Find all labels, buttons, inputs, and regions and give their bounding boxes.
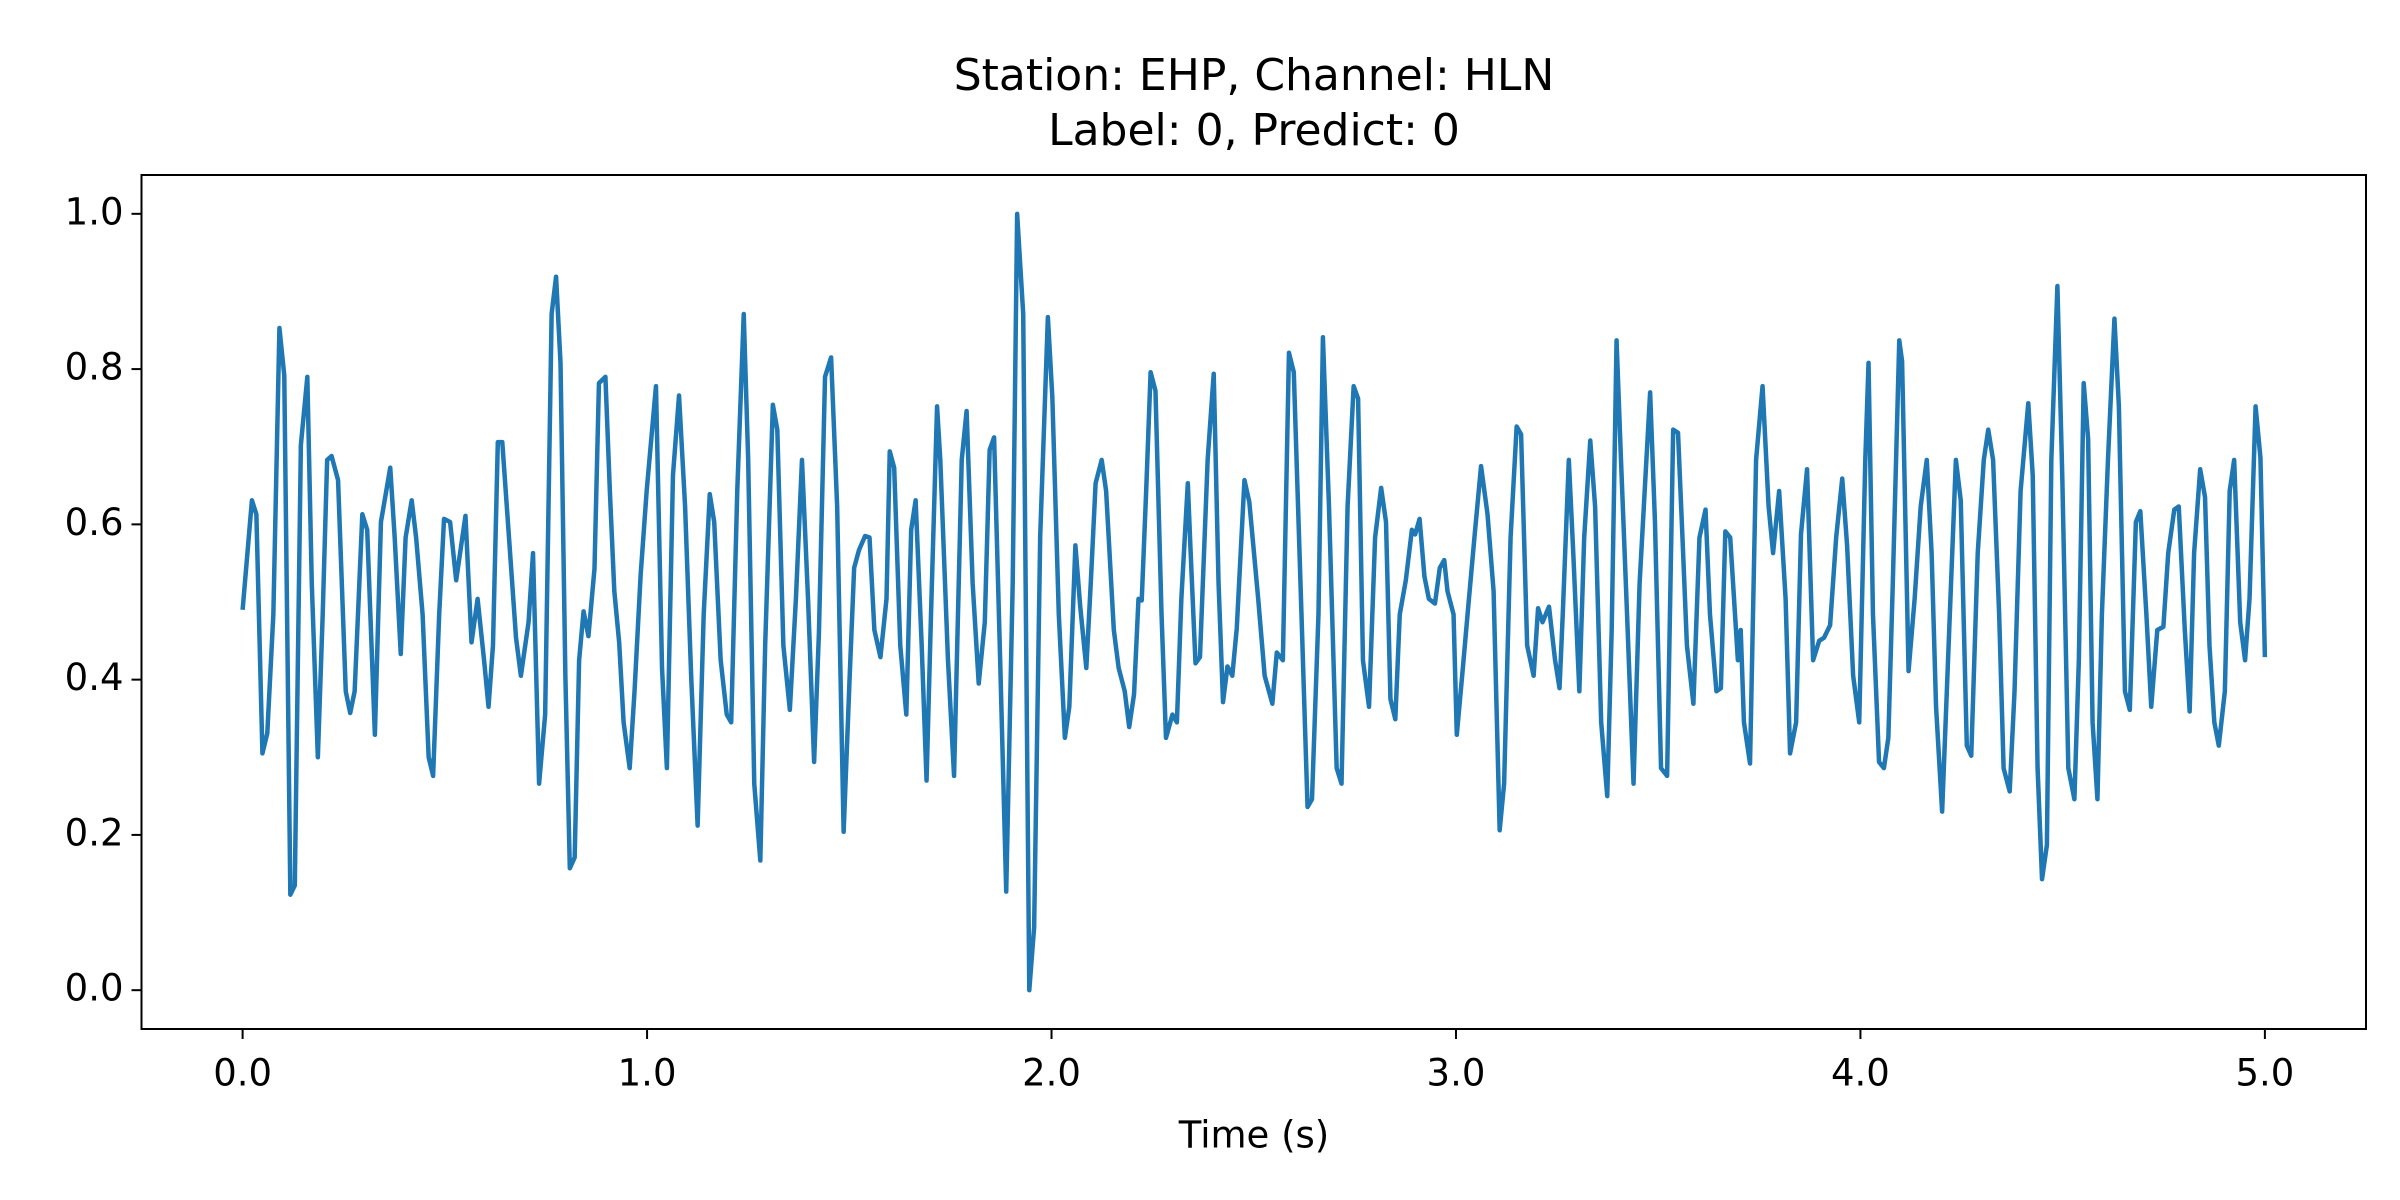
x-tick-label: 0.0 bbox=[213, 1052, 272, 1095]
x-axis-label: Time (s) bbox=[1178, 1114, 1329, 1157]
y-tick-label: 0.8 bbox=[65, 346, 124, 389]
x-tick-label: 1.0 bbox=[618, 1052, 677, 1095]
y-tick-label: 0.4 bbox=[65, 656, 124, 699]
x-tick-label: 3.0 bbox=[1427, 1052, 1486, 1095]
plot-frame bbox=[140, 174, 2367, 1030]
chart-title: Station: EHP, Channel: HLN bbox=[954, 50, 1555, 101]
y-tick-label: 1.0 bbox=[65, 190, 124, 233]
data-line bbox=[240, 211, 2268, 993]
y-tick-label: 0.2 bbox=[65, 811, 124, 854]
x-tick-label: 5.0 bbox=[2235, 1052, 2294, 1095]
chart-subtitle: Label: 0, Predict: 0 bbox=[1048, 105, 1460, 156]
x-tick-label: 2.0 bbox=[1022, 1052, 1081, 1095]
y-tick-label: 0.0 bbox=[65, 967, 124, 1010]
x-tick-label: 4.0 bbox=[1831, 1052, 1890, 1095]
y-tick-label: 0.6 bbox=[65, 501, 124, 544]
